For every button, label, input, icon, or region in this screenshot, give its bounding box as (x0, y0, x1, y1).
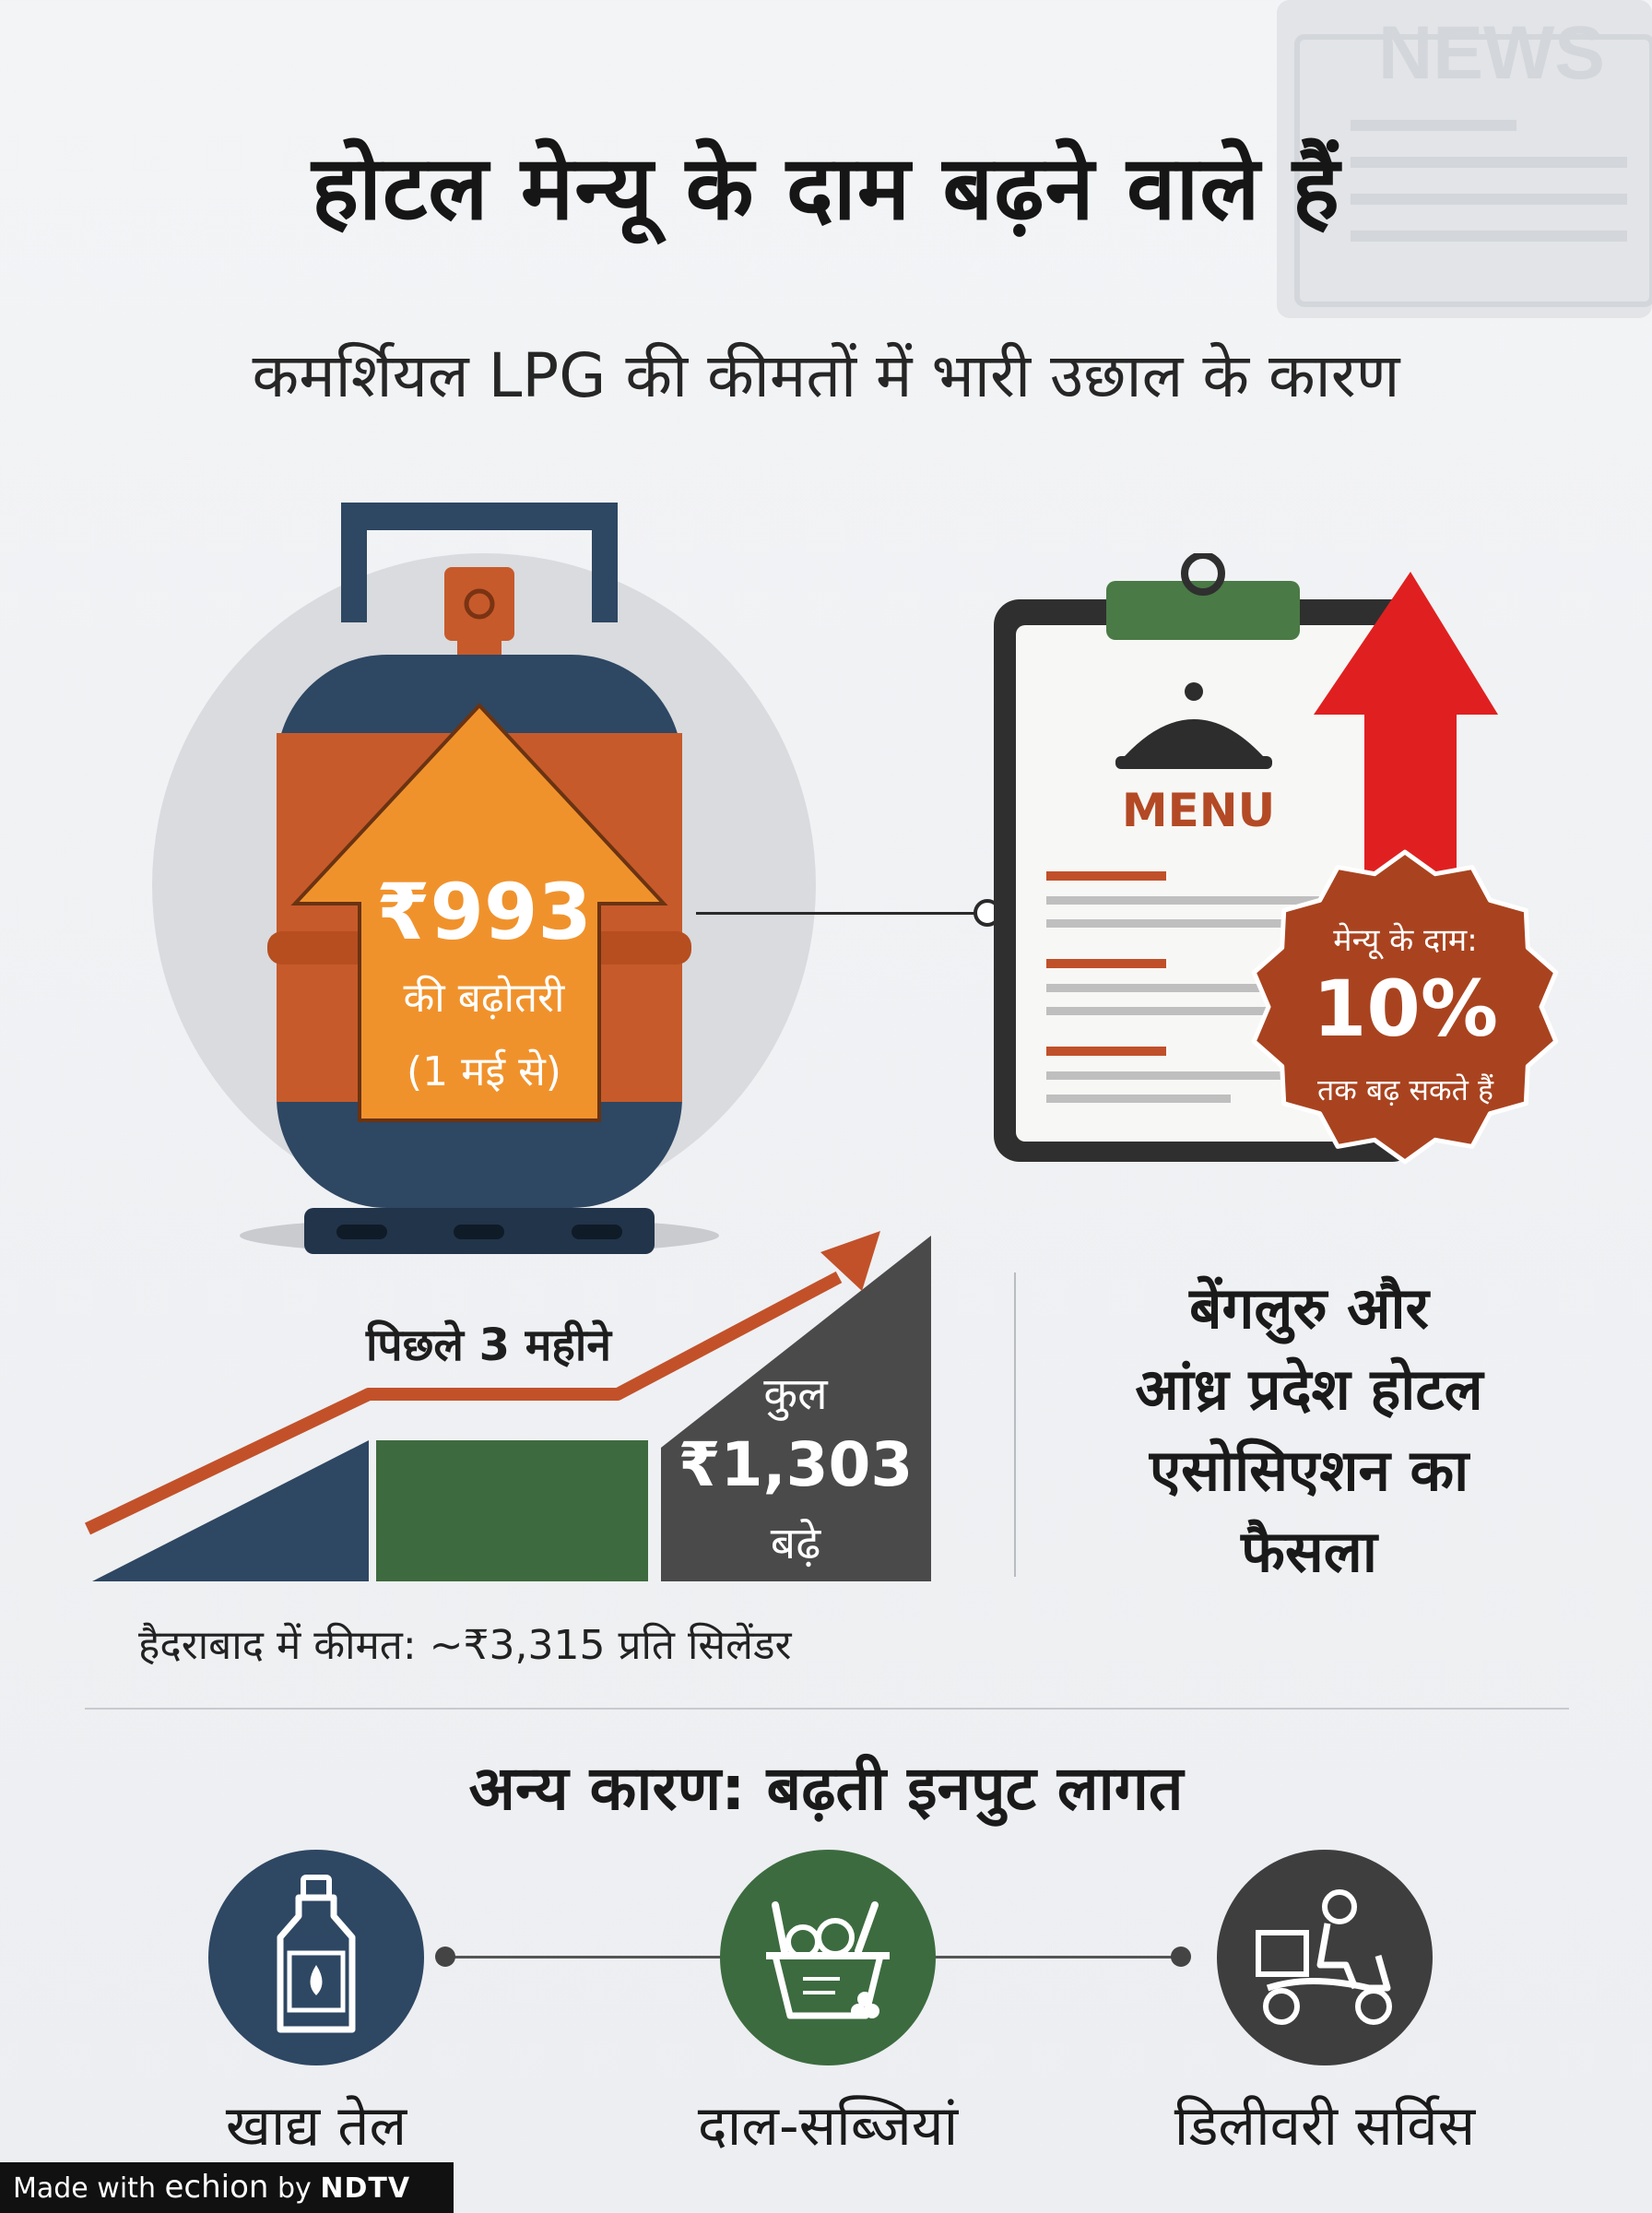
price-badge-icon (1251, 849, 1559, 1165)
vegetable-basket-icon (720, 1850, 936, 2065)
news-watermark-icon: NEWS (1277, 0, 1652, 318)
trend-arrowhead (820, 1231, 880, 1291)
delivery-scooter-icon (1217, 1850, 1433, 2065)
footer-by: by (277, 2172, 312, 2205)
total-label: कुल (763, 1368, 828, 1420)
oil-bottle-icon (208, 1850, 424, 2065)
watermark-text: NEWS (1378, 11, 1605, 95)
cylinder-increase-amount: ₹993 (376, 867, 592, 957)
cause-label-vegetables: दाल-सब्जियां (697, 2094, 959, 2159)
footer-made-with: Made with (13, 2172, 156, 2205)
total-amount: ₹1,303 (678, 1429, 914, 1500)
badge-caption-bottom: तक बढ़ सकते हैं (1316, 1072, 1494, 1107)
cylinder-increase-label: की बढ़ोतरी (403, 975, 565, 1022)
badge-shape (1251, 849, 1559, 1165)
trend-bar-2 (376, 1440, 648, 1581)
page-title: होटल मेन्यू के दाम बढ़ने वाले हैं (312, 136, 1340, 240)
cylinder-increase-date: (1 मई से) (407, 1048, 561, 1095)
badge-percent: 10% (1312, 964, 1499, 1054)
other-causes-title: अन्य कारण: बढ़ती इनपुट लागत (468, 1753, 1184, 1824)
association-line: फैसला (1241, 1518, 1377, 1585)
badge-caption-top: मेन्यू के दाम: (1333, 922, 1478, 959)
footer-partner: NDTV (320, 2172, 411, 2205)
association-decision: बेंगलुरु और आंध्र प्रदेश होटल एसोसिएशन क… (1060, 1268, 1558, 1592)
trend-line (84, 1271, 843, 1535)
trend-title: पिछले 3 महीने (366, 1320, 611, 1371)
causes-connector-dot (1171, 1947, 1191, 1967)
trend-bar-3 (661, 1236, 931, 1581)
vertical-divider (1014, 1272, 1016, 1577)
cause-label-delivery: डिलीवरी सर्विस (1174, 2094, 1476, 2159)
connector-line (696, 912, 986, 915)
lpg-cylinder-icon (240, 503, 719, 1254)
association-line: आंध्र प्रदेश होटल (1135, 1355, 1483, 1423)
menu-label: MENU (1121, 784, 1276, 837)
footer-credit: Made with echion by NDTV (0, 2162, 454, 2213)
causes-connector-dot (435, 1947, 455, 1967)
price-trend-graphic (84, 1231, 931, 1581)
horizontal-divider (85, 1708, 1569, 1710)
footer-brand: echion (164, 2169, 269, 2206)
page-subtitle: कमर्शियल LPG की कीमतों में भारी उछाल के … (252, 340, 1400, 411)
association-line: बेंगलुरु और (1189, 1274, 1429, 1342)
total-suffix: बढ़े (770, 1518, 821, 1569)
cause-label-oil: खाद्य तेल (225, 2094, 407, 2159)
hyderabad-price-note: हैदराबाद में कीमत: ~₹3,315 प्रति सिलेंडर (138, 1622, 792, 1669)
trend-bar-1 (92, 1440, 369, 1581)
association-line: एसोसिएशन का (1149, 1437, 1469, 1504)
